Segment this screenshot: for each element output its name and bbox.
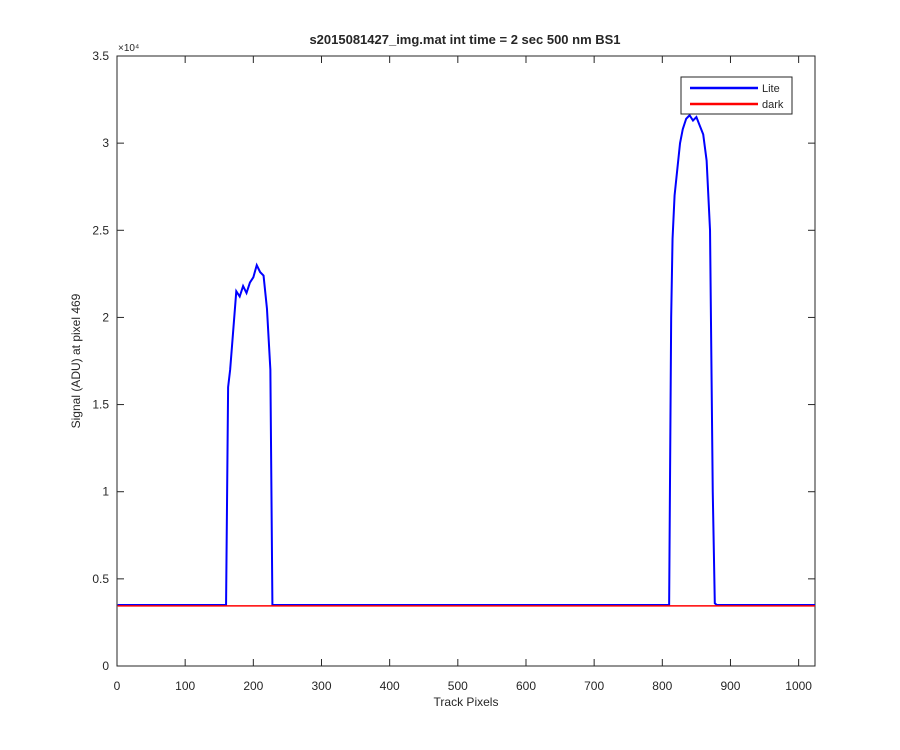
y-tick-label: 3.5 bbox=[92, 49, 109, 63]
legend-box bbox=[680, 76, 793, 115]
y-tick-label: 0.5 bbox=[92, 572, 109, 586]
x-tick-label: 300 bbox=[311, 679, 331, 693]
x-tick-label: 100 bbox=[175, 679, 195, 693]
x-tick-label: 900 bbox=[720, 679, 740, 693]
x-tick-label: 600 bbox=[516, 679, 536, 693]
chart-title: s2015081427_img.mat int time = 2 sec 500… bbox=[309, 32, 620, 47]
x-tick-label: 0 bbox=[114, 679, 121, 693]
plot-area bbox=[116, 55, 816, 667]
x-tick-label: 200 bbox=[243, 679, 263, 693]
legend-label: dark bbox=[762, 99, 784, 111]
x-tick-label: 500 bbox=[448, 679, 468, 693]
y-tick-label: 3 bbox=[102, 136, 109, 150]
y-tick-label: 2 bbox=[102, 310, 109, 324]
x-tick-label: 800 bbox=[652, 679, 672, 693]
y-axis-label: Signal (ADU) at pixel 469 bbox=[69, 293, 83, 428]
legend-label: Lite bbox=[762, 83, 780, 95]
series-line bbox=[117, 113, 815, 606]
x-tick-label: 700 bbox=[584, 679, 604, 693]
y-exponent: ×10⁴ bbox=[118, 43, 139, 54]
x-tick-label: 1000 bbox=[785, 679, 812, 693]
y-tick-label: 1 bbox=[102, 485, 109, 499]
x-axis-label: Track Pixels bbox=[434, 695, 499, 709]
x-tick-label: 400 bbox=[380, 679, 400, 693]
y-tick-label: 0 bbox=[102, 659, 109, 673]
y-tick-label: 1.5 bbox=[92, 398, 109, 412]
y-tick-label: 2.5 bbox=[92, 223, 109, 237]
